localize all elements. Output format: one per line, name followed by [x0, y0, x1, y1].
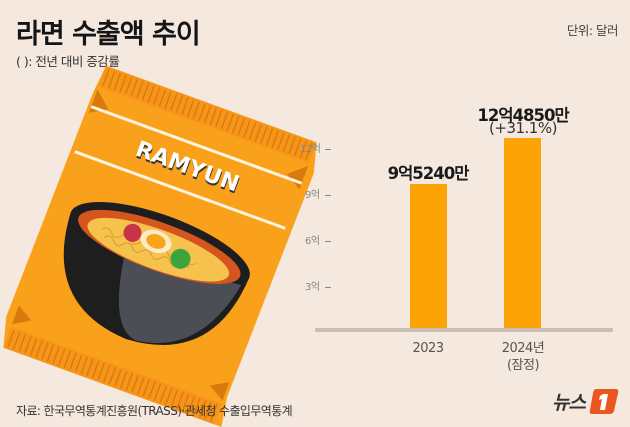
x-axis-baseline	[315, 328, 613, 332]
chart-title: 라면 수출액 추이	[16, 19, 201, 50]
y-tick-3: 3억	[305, 278, 331, 293]
y-tick-6: 6억	[305, 232, 331, 247]
news1-logo: 뉴스	[552, 387, 620, 415]
y-tick-12: 12억	[300, 140, 331, 155]
x-label-2024: 2024년 (잠정)	[490, 340, 556, 374]
unit-label: 단위: 달러	[566, 23, 619, 38]
source-note: 자료: 한국무역통계진흥원(TRASS)·관세청 수출입무역통계	[16, 404, 293, 418]
svg-text:RAMYUN: RAMYUN	[132, 137, 242, 197]
x-label-year: 2024년	[501, 341, 545, 356]
chart-subtitle: ( ): 전년 대비 증감률	[16, 54, 120, 69]
x-label-note: (잠정)	[506, 358, 540, 373]
svg-text:RAMYUN: RAMYUN	[132, 139, 242, 199]
bar-value-2023: 9억5240만	[387, 164, 470, 183]
bar-value-2024: 12억4850만	[477, 106, 569, 125]
x-label-2023: 2023	[398, 340, 458, 357]
x-label-year: 2023	[412, 341, 444, 356]
bar-2023	[410, 184, 447, 329]
logo-text: 뉴스	[552, 391, 586, 414]
logo-mark-icon	[589, 389, 619, 414]
bar-change-2024: (+31.1%)	[489, 119, 557, 137]
y-tick-9: 9억	[305, 186, 331, 201]
bar-2024	[504, 138, 541, 329]
